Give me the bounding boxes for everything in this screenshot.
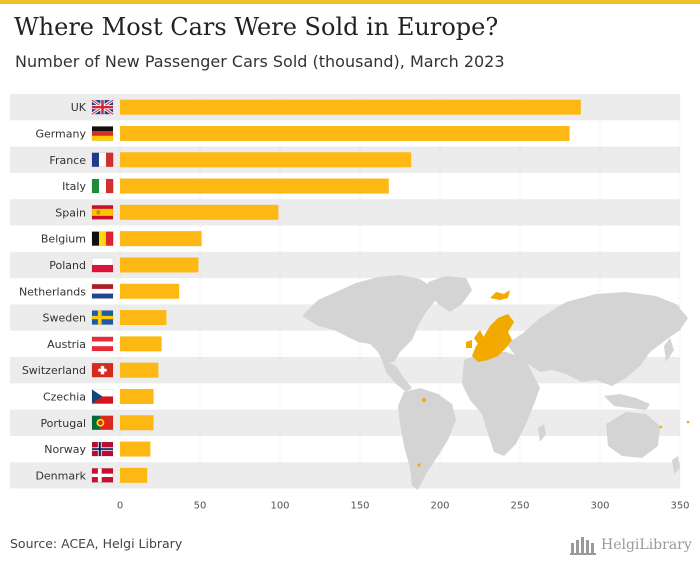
helgi-library-logo-icon — [570, 537, 596, 555]
category-label: Italy — [62, 180, 86, 193]
category-label: Netherlands — [19, 285, 86, 298]
switzerland-flag-icon — [91, 362, 114, 378]
top-accent-band — [0, 0, 700, 4]
belgium-flag-icon — [91, 231, 114, 246]
category-label: Germany — [35, 127, 86, 140]
bar-uk — [120, 99, 581, 115]
bar-portugal — [120, 415, 154, 431]
bar-austria — [120, 336, 162, 352]
category-label: Spain — [55, 206, 86, 219]
poland-flag-icon — [91, 257, 114, 273]
x-tick-label: 350 — [670, 501, 689, 512]
x-tick-label: 300 — [590, 501, 609, 512]
category-label: Norway — [44, 443, 86, 456]
austria-flag-icon — [91, 336, 114, 352]
x-tick-label: 0 — [117, 501, 123, 512]
x-tick-label: 200 — [430, 501, 449, 512]
x-tick-label: 150 — [350, 501, 369, 512]
x-tick-label: 250 — [510, 501, 529, 512]
bar-poland — [120, 257, 199, 273]
category-label: Portugal — [40, 417, 86, 430]
category-label: Czechia — [43, 390, 86, 403]
category-label: France — [49, 154, 86, 167]
category-label: Belgium — [41, 233, 86, 246]
bar-italy — [120, 178, 389, 194]
chart-subtitle: Number of New Passenger Cars Sold (thous… — [15, 52, 505, 71]
brand: HelgiLibrary — [570, 533, 692, 557]
norway-flag-icon — [91, 441, 114, 457]
bar-germany — [120, 125, 570, 141]
category-label: Poland — [49, 259, 86, 272]
italy-flag-icon — [91, 178, 114, 194]
bar-czechia — [120, 388, 154, 404]
bar-sweden — [120, 310, 167, 326]
portugal-flag-icon — [91, 415, 114, 430]
netherlands-flag-icon — [91, 284, 114, 299]
source-note: Source: ACEA, Helgi Library — [10, 536, 183, 551]
x-tick-label: 50 — [194, 501, 207, 512]
bar-netherlands — [120, 283, 180, 299]
chart-area: UK Germany France Italy Spain Belgium Poland Ne… — [10, 94, 690, 512]
spain-flag-icon — [91, 205, 114, 220]
uk-flag-icon — [91, 98, 114, 116]
category-label: Denmark — [35, 469, 86, 482]
czechia-flag-icon — [91, 389, 114, 404]
denmark-flag-icon — [91, 468, 114, 483]
world-map-icon — [302, 275, 690, 490]
category-label: Austria — [47, 338, 86, 351]
x-tick-label: 100 — [270, 501, 289, 512]
bar-france — [120, 152, 412, 168]
germany-flag-icon — [91, 126, 114, 141]
bar-spain — [120, 204, 279, 220]
bar-denmark — [120, 467, 148, 483]
category-label: UK — [71, 101, 87, 114]
bar-switzerland — [120, 362, 159, 378]
category-label: Sweden — [43, 312, 86, 325]
france-flag-icon — [91, 152, 114, 167]
chart-title: Where Most Cars Were Sold in Europe? — [14, 13, 499, 41]
bar-belgium — [120, 231, 202, 247]
bar-norway — [120, 441, 151, 457]
sweden-flag-icon — [91, 310, 114, 325]
category-label: Switzerland — [22, 364, 86, 377]
brand-name: HelgiLibrary — [601, 537, 692, 553]
